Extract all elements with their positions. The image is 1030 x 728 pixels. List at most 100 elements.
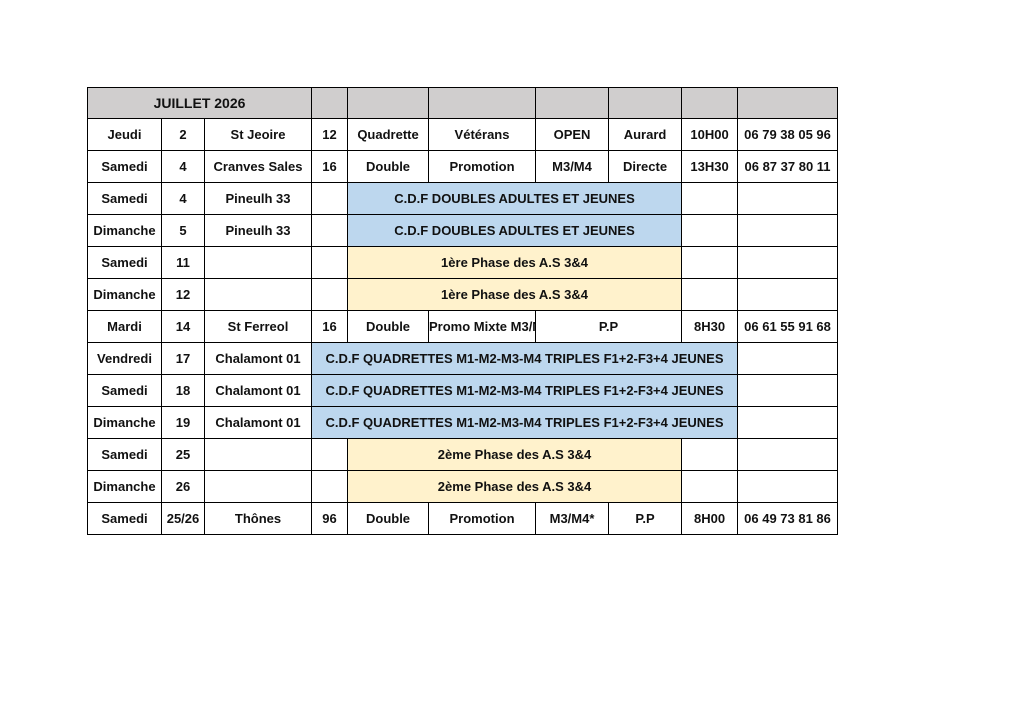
table-cell: Cranves Sales (203, 150, 313, 183)
event-banner-cell: 1ère Phase des A.S 3&4 (347, 278, 683, 311)
table-row: Samedi 18 Chalamont 01 C.D.F QUADRETTES M1-… (87, 374, 839, 407)
table-cell (681, 278, 739, 311)
table-cell: 16 (311, 310, 349, 343)
table-cell: 4 (161, 150, 205, 183)
table-cell: 14 (161, 310, 205, 343)
table-cell: Samedi (87, 438, 162, 471)
month-title: JUILLET 2026 (86, 87, 313, 119)
table-cell (681, 182, 739, 215)
table-cell: Dimanche (87, 278, 162, 311)
table-cell: 13H30 (681, 150, 739, 183)
table-cell: Chalamont 01 (203, 374, 313, 407)
table-cell: 11 (161, 246, 205, 279)
table-cell: 5 (161, 214, 205, 247)
event-banner-cell: C.D.F QUADRETTES M1-M2-M3-M4 TRIPLES F1+… (311, 406, 739, 439)
table-cell: Chalamont 01 (203, 406, 313, 439)
table-cell: Samedi (87, 150, 162, 183)
table-cell: Samedi (87, 246, 162, 279)
table-cell: St Jeoire (203, 118, 313, 151)
event-banner-cell: C.D.F DOUBLES ADULTES ET JEUNES (347, 214, 683, 247)
table-cell: 8H30 (681, 310, 739, 343)
header-row: JUILLET 2026 (86, 87, 839, 119)
table-cell (681, 214, 739, 247)
table-cell (737, 182, 839, 215)
table-cell (311, 438, 349, 471)
table-cell: Double (347, 502, 430, 535)
table-cell: Promo Mixte M3/M4* (428, 310, 537, 343)
table-cell: Jeudi (87, 118, 162, 151)
table-cell: 4 (161, 182, 205, 215)
table-cell (311, 182, 349, 215)
table-cell: 25/26 (161, 502, 205, 535)
table-cell: P.P (535, 310, 683, 343)
table-row: Samedi 4 Pineulh 33 C.D.F DOUBLES ADULTES E… (87, 182, 839, 215)
table-cell: OPEN (535, 118, 610, 151)
table-cell (681, 438, 739, 471)
event-banner-cell: 2ème Phase des A.S 3&4 (347, 438, 683, 471)
table-cell (737, 438, 839, 471)
table-cell: Aurard (608, 118, 683, 151)
table-cell: Samedi (87, 182, 162, 215)
table-cell (737, 342, 839, 375)
event-banner-cell: 1ère Phase des A.S 3&4 (347, 246, 683, 279)
table-cell: 25 (161, 438, 205, 471)
event-banner-cell: 2ème Phase des A.S 3&4 (347, 470, 683, 503)
table-cell: Double (347, 310, 430, 343)
table-cell: Thônes (203, 502, 313, 535)
table-cell (203, 246, 313, 279)
table-cell: Dimanche (87, 214, 162, 247)
table-cell: Promotion (428, 502, 537, 535)
table-cell: 17 (161, 342, 205, 375)
table-row: Jeudi 2 St Jeoire 12 Quadrette Vétérans OPEN Au… (87, 118, 839, 151)
table-cell: 2 (161, 118, 205, 151)
table-row: Mardi 14 St Ferreol 16 Double Promo Mixte M3/… (87, 310, 839, 343)
table-cell: Dimanche (87, 470, 162, 503)
header-cell (428, 87, 537, 119)
table-cell: 19 (161, 406, 205, 439)
table-cell: Quadrette (347, 118, 430, 151)
table-cell (203, 470, 313, 503)
table-cell: St Ferreol (203, 310, 313, 343)
table-cell: Pineulh 33 (203, 214, 313, 247)
table-cell (311, 470, 349, 503)
event-banner-cell: C.D.F DOUBLES ADULTES ET JEUNES (347, 182, 683, 215)
header-cell (608, 87, 683, 119)
table-row: Dimanche 19 Chalamont 01 C.D.F QUADRETTES M… (87, 406, 839, 439)
table-cell (681, 470, 739, 503)
table-cell: Mardi (87, 310, 162, 343)
table-cell (311, 214, 349, 247)
table-cell (681, 246, 739, 279)
header-cell (347, 87, 430, 119)
table-cell: 06 79 38 05 96 (737, 118, 839, 151)
table-cell: 10H00 (681, 118, 739, 151)
table-row: Samedi 25 2ème Phase des A.S 3&4 (87, 438, 839, 471)
table-cell: Pineulh 33 (203, 182, 313, 215)
table-row: Samedi 25/26 Thônes 96 Double Promotion M3/M4*… (87, 502, 839, 535)
table-cell (311, 246, 349, 279)
table-cell: Vétérans (428, 118, 537, 151)
table-row: Samedi 11 1ère Phase des A.S 3&4 (87, 246, 839, 279)
table-cell: Directe (608, 150, 683, 183)
table-cell: Double (347, 150, 430, 183)
table-cell (737, 374, 839, 407)
header-cell (535, 87, 610, 119)
table-cell: 96 (311, 502, 349, 535)
table-cell (737, 246, 839, 279)
event-banner-cell: C.D.F QUADRETTES M1-M2-M3-M4 TRIPLES F1+… (311, 342, 739, 375)
table-cell (737, 214, 839, 247)
table-row: Samedi 4 Cranves Sales 16 Double Promotion M3/… (87, 150, 839, 183)
table-cell: M3/M4* (535, 502, 610, 535)
table-cell: 06 61 55 91 68 (737, 310, 839, 343)
table-cell: Samedi (87, 374, 162, 407)
table-cell (311, 278, 349, 311)
table-cell (203, 438, 313, 471)
table-cell (203, 278, 313, 311)
table-cell: 18 (161, 374, 205, 407)
table-row: Dimanche 12 1ère Phase des A.S 3&4 (87, 278, 839, 311)
table-cell: 26 (161, 470, 205, 503)
table-row: Vendredi 17 Chalamont 01 C.D.F QUADRETTES M… (87, 342, 839, 375)
table-cell (737, 470, 839, 503)
header-cell (737, 87, 839, 119)
table-cell (737, 278, 839, 311)
table-row: Dimanche 26 2ème Phase des A.S 3&4 (87, 470, 839, 503)
